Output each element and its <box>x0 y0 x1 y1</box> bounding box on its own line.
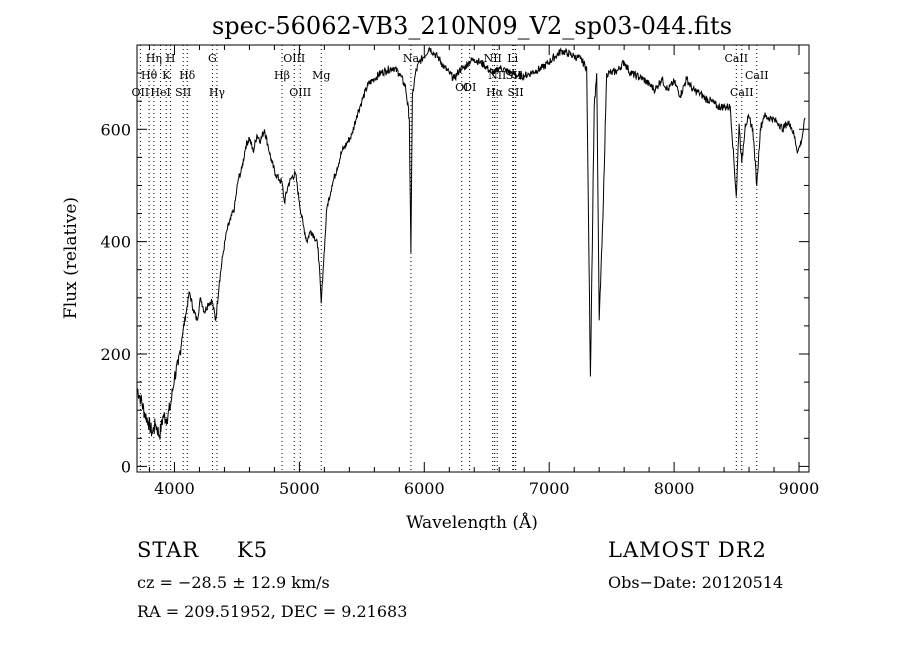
line-marker-label: OI <box>455 81 468 94</box>
spectrum-line <box>136 46 806 440</box>
x-tick-label: 4000 <box>154 479 195 498</box>
line-marker-label: NII <box>484 52 502 65</box>
line-marker-label: OIII <box>283 52 305 65</box>
y-tick-label: 600 <box>100 120 131 139</box>
redshift-readout: cz = −28.5 ± 12.9 km/s <box>137 573 330 592</box>
object-subclass: K5 <box>237 538 269 562</box>
y-tick-label: 400 <box>100 233 131 252</box>
x-tick-label: 6000 <box>404 479 445 498</box>
line-marker-label: Mg <box>312 69 330 82</box>
y-axis-label: Flux (relative) <box>61 197 81 319</box>
line-marker-label: H <box>166 52 176 65</box>
chart-title: spec-56062-VB3_210N09_V2_sp03-044.fits <box>212 12 732 40</box>
axis-tick-layer: 4000 5000 6000 7000 8000 9000 0 200 400 600 <box>100 44 820 498</box>
spectrum-chart: spec-56062-VB3_210N09_V2_sp03-044.fits W… <box>61 12 820 530</box>
line-marker-label: Hγ <box>209 86 226 99</box>
y-tick-label: 0 <box>121 457 131 476</box>
observation-date: Obs−Date: 20120514 <box>608 573 784 592</box>
x-axis-label: Wavelength (Å) <box>406 512 538 530</box>
y-tick-label: 200 <box>100 345 131 364</box>
x-tick-label: 8000 <box>654 479 695 498</box>
line-marker-label: Hθ <box>141 69 158 82</box>
line-marker-label: G <box>208 52 217 65</box>
line-marker-label: SII <box>175 86 191 99</box>
line-marker-label: CaII <box>745 69 769 82</box>
plot-frame <box>136 44 810 473</box>
line-marker-label: CaII <box>730 86 754 99</box>
x-tick-label: 7000 <box>529 479 570 498</box>
line-marker-label: Na <box>403 52 420 65</box>
line-marker-label: OIII <box>289 86 311 99</box>
line-marker-label: HeI <box>150 86 170 99</box>
survey-name: LAMOST DR2 <box>608 538 767 562</box>
line-marker-label: Li <box>507 52 518 65</box>
line-marker-label: SII <box>507 86 523 99</box>
object-type: STAR <box>137 538 200 562</box>
spectrum-series-layer <box>136 46 806 440</box>
line-marker-label: Hα <box>486 86 504 99</box>
x-tick-label: 9000 <box>779 479 820 498</box>
line-marker-label: OI <box>463 81 476 94</box>
line-marker-label: Hη <box>146 52 162 65</box>
line-marker-label: Hδ <box>179 69 196 82</box>
coordinates-readout: RA = 209.51952, DEC = 9.21683 <box>137 602 408 621</box>
line-marker-label: Hβ <box>274 69 290 82</box>
line-marker-label: CaII <box>724 52 748 65</box>
line-marker-label: K <box>162 69 171 82</box>
line-marker-label: OII <box>132 86 150 99</box>
x-tick-label: 5000 <box>279 479 320 498</box>
